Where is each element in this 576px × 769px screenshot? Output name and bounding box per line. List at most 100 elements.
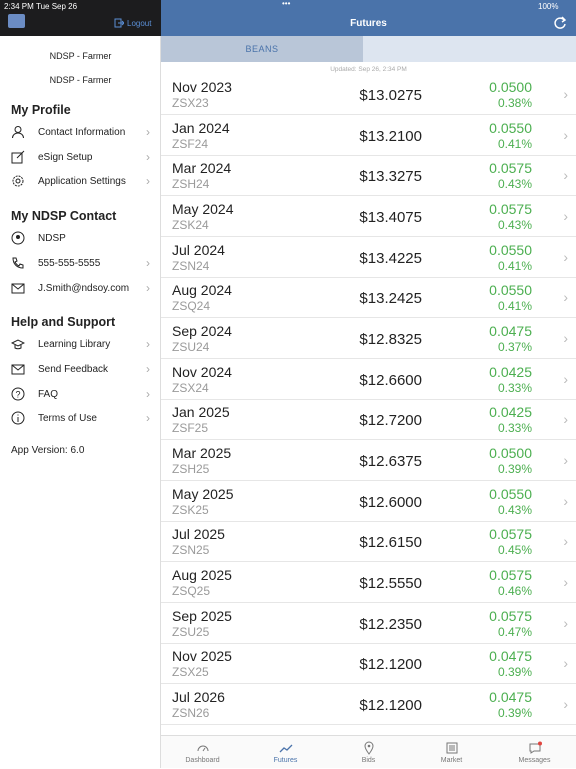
menu-label: Learning Library [38,339,111,351]
chevron: › [563,370,568,387]
menu-item[interactable]: NDSP [0,228,161,250]
contract-code: ZSN24 [172,258,210,273]
contract-month: Nov 2025 [172,648,232,665]
futures-row[interactable]: Nov 2024 ZSX24 $12.6600 0.0425 0.33% › [161,360,576,400]
tab-item[interactable]: Messages [493,736,576,769]
menu-item[interactable]: Learning Library › [0,334,161,356]
contract-month: Nov 2023 [172,79,232,95]
tab-icon [529,741,542,754]
change: 0.0500 [489,445,532,462]
chevron: › [146,386,150,401]
percent-change: 0.46% [497,584,532,599]
change: 0.0575 [489,201,532,217]
segment-tab[interactable]: BEANS [161,36,363,62]
chevron: › [146,337,150,352]
chevron: › [563,696,568,713]
nav-bar: ••• 100% Futures [161,0,576,36]
contract-month: Nov 2024 [172,363,232,380]
tab-icon [279,744,293,753]
futures-row[interactable]: Mar 2025 ZSH25 $12.6375 0.0500 0.39% › [161,441,576,482]
chevron: › [146,125,150,139]
chevron: › [563,208,568,224]
price: $13.3275 [359,168,422,186]
chevron: › [563,411,568,428]
nav-title: Futures [350,18,387,29]
change: 0.0475 [489,323,532,340]
contract-month: Mar 2025 [172,445,232,462]
contract-month: Jan 2025 [172,404,230,421]
menu-item[interactable]: ? FAQ › [0,384,161,406]
futures-row[interactable]: Nov 2025 ZSX25 $12.1200 0.0475 0.39% › [161,644,576,685]
user-line: NDSP - Farmer [49,51,112,61]
chevron: › [563,574,568,591]
app-logo [8,14,25,28]
futures-row[interactable]: Aug 2025 ZSQ25 $12.5550 0.0575 0.46% › [161,563,576,604]
status-dots: ••• [282,0,291,8]
futures-row[interactable]: Mar 2024 ZSH24 $13.3275 0.0575 0.43% › [161,156,576,197]
menu-item[interactable]: 555-555-5555 › [0,253,161,275]
tab-item[interactable]: Market [410,736,493,769]
price: $13.2425 [359,290,422,308]
sidebar-top: Logout [0,0,161,36]
price: $13.4075 [359,209,422,226]
tab-item[interactable]: Bids [327,736,410,769]
percent-change: 0.39% [497,665,532,680]
chevron: › [563,655,568,672]
menu-item[interactable]: Contact Information › [0,122,161,144]
percent-change: 0.41% [497,299,532,314]
futures-row[interactable]: Jan 2024 ZSF24 $13.2100 0.0550 0.41% › [161,116,576,156]
menu-icon [11,231,25,245]
menu-item[interactable]: J.Smith@ndsoy.com › [0,278,161,300]
futures-row[interactable]: Jul 2026 ZSN26 $12.1200 0.0475 0.39% › [161,685,576,726]
logout-icon[interactable] [114,18,124,28]
menu-label: FAQ [38,388,59,400]
menu-item[interactable]: eSign Setup › [0,147,161,169]
percent-change: 0.37% [497,340,532,355]
chevron: › [146,361,150,376]
app-version: App Version: 6.0 [11,445,85,456]
contract-code: ZSH24 [172,177,210,192]
futures-row[interactable]: Jan 2025 ZSF25 $12.7200 0.0425 0.33% › [161,400,576,441]
menu-label: J.Smith@ndsoy.com [38,282,130,294]
contract-month: Aug 2025 [172,567,232,584]
contract-code: ZSF25 [172,421,209,436]
contract-month: Sep 2024 [172,323,232,340]
price: $12.5550 [359,575,422,593]
chevron: › [563,614,568,631]
percent-change: 0.43% [497,502,532,517]
menu-icon [11,364,25,375]
futures-row[interactable]: May 2024 ZSK24 $13.4075 0.0575 0.43% › [161,197,576,237]
menu-item[interactable]: Send Feedback › [0,359,161,381]
chevron: › [146,411,150,426]
price: $12.2350 [359,615,422,633]
tab-bar: Dashboard Futures Bids Market Messages [161,735,576,768]
contract-month: Aug 2024 [172,282,232,299]
futures-row[interactable]: Sep 2025 ZSU25 $12.2350 0.0575 0.47% › [161,604,576,644]
price: $12.6375 [359,453,422,471]
chevron: › [146,174,150,189]
menu-item[interactable]: Terms of Use › [0,408,161,430]
percent-change: 0.41% [497,258,532,273]
menu-icon [12,126,24,139]
futures-row[interactable]: Nov 2023 ZSX23 $13.0275 0.0500 0.38% › [161,75,576,115]
menu-icon [12,257,24,269]
futures-row[interactable]: Aug 2024 ZSQ24 $13.2425 0.0550 0.41% › [161,278,576,319]
logout[interactable]: Logout [127,19,152,28]
tab-label: Messages [518,757,551,764]
tab-label: Bids [361,757,376,764]
updated-label: Updated: Sep 26, 2:34 PM [330,66,407,73]
chevron: › [146,255,150,270]
futures-row[interactable]: Sep 2024 ZSU24 $12.8325 0.0475 0.37% › [161,319,576,360]
percent-change: 0.39% [497,462,532,477]
tab-item[interactable]: Dashboard [161,736,244,769]
refresh-button[interactable] [553,16,567,30]
tab-item[interactable]: Futures [244,736,327,769]
futures-row[interactable]: Jul 2025 ZSN25 $12.6150 0.0575 0.45% › [161,522,576,563]
change: 0.0425 [489,404,532,421]
contract-month: Jan 2024 [172,119,230,136]
change: 0.0575 [489,160,532,177]
futures-row[interactable]: May 2025 ZSK25 $12.6000 0.0550 0.43% › [161,482,576,522]
futures-row[interactable]: Jul 2024 ZSN24 $13.4225 0.0550 0.41% › [161,238,576,278]
menu-item[interactable]: Application Settings › [0,171,161,193]
